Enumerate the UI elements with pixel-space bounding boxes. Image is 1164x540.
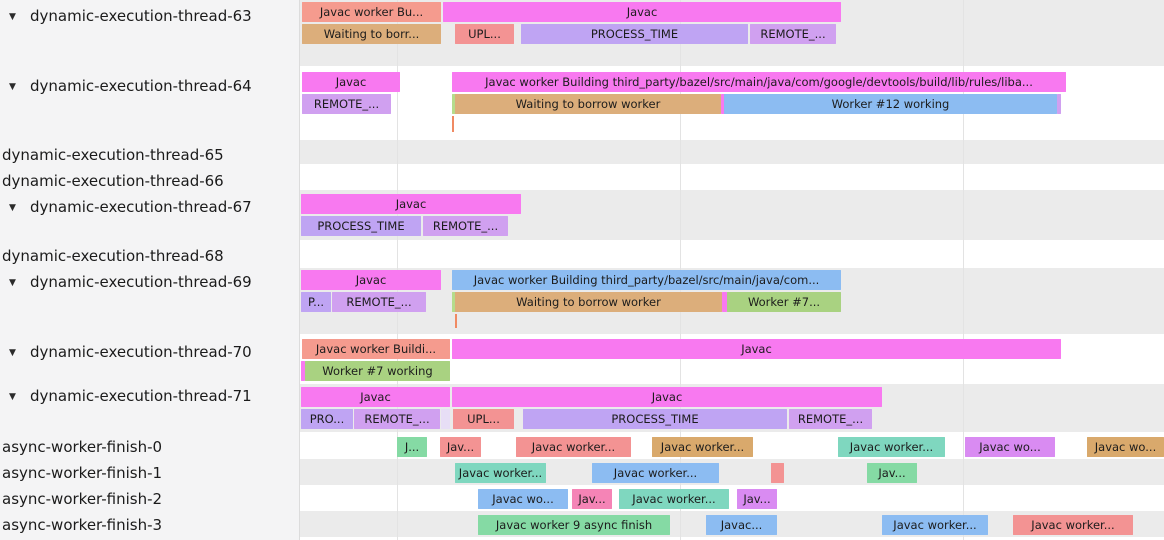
thread-name-label: async-worker-finish-2: [2, 490, 163, 508]
trace-tick-marker[interactable]: [452, 116, 454, 132]
trace-slice[interactable]: PROCESS_TIME: [301, 216, 421, 236]
trace-slice[interactable]: Worker #7 working: [305, 361, 450, 381]
trace-slice[interactable]: Jav...: [867, 463, 917, 483]
trace-slice[interactable]: J...: [397, 437, 427, 457]
trace-slice[interactable]: Javac worker...: [516, 437, 631, 457]
trace-slice[interactable]: Javac wo...: [965, 437, 1055, 457]
sidebar-item-dynamic-execution-thread-69[interactable]: ▼ dynamic-execution-thread-69: [0, 272, 300, 292]
sidebar-item-dynamic-execution-thread-67[interactable]: ▼ dynamic-execution-thread-67: [0, 197, 300, 217]
trace-slice[interactable]: Javac worker...: [592, 463, 719, 483]
trace-slice[interactable]: Javac worker...: [1013, 515, 1133, 535]
trace-slice[interactable]: Javac worker Building third_party/bazel/…: [452, 72, 1066, 92]
trace-slice[interactable]: [1057, 94, 1061, 114]
sidebar-item-dynamic-execution-thread-70[interactable]: ▼ dynamic-execution-thread-70: [0, 342, 300, 362]
trace-slice[interactable]: Javac: [452, 387, 882, 407]
trace-slice[interactable]: Javac: [443, 2, 841, 22]
sidebar-item-dynamic-execution-thread-68[interactable]: dynamic-execution-thread-68: [0, 246, 300, 266]
thread-name-label: dynamic-execution-thread-64: [30, 77, 252, 95]
thread-name-label: dynamic-execution-thread-63: [30, 7, 252, 25]
thread-name-label: dynamic-execution-thread-65: [2, 146, 224, 164]
trace-slice[interactable]: [722, 292, 727, 312]
trace-slice[interactable]: UPL...: [453, 409, 514, 429]
trace-slice[interactable]: Waiting to borrow worker: [455, 94, 721, 114]
thread-name-label: dynamic-execution-thread-68: [2, 247, 224, 265]
trace-slice[interactable]: Javac: [301, 194, 521, 214]
trace-slice[interactable]: Worker #7...: [727, 292, 841, 312]
sidebar-item-async-worker-finish-3[interactable]: async-worker-finish-3: [0, 515, 300, 535]
trace-slice[interactable]: Javac...: [706, 515, 777, 535]
trace-slice[interactable]: Jav...: [737, 489, 777, 509]
sidebar-item-async-worker-finish-0[interactable]: async-worker-finish-0: [0, 437, 300, 457]
trace-slice[interactable]: [452, 94, 456, 114]
track-stripe: [300, 459, 1164, 485]
thread-list: ▼ dynamic-execution-thread-63 ▼ dynamic-exe…: [0, 0, 300, 540]
trace-slice[interactable]: Javac: [452, 339, 1061, 359]
trace-slice[interactable]: Javac worker Buildi...: [302, 339, 450, 359]
trace-tick-marker[interactable]: [455, 314, 457, 328]
thread-name-label: dynamic-execution-thread-66: [2, 172, 224, 190]
sidebar-item-async-worker-finish-1[interactable]: async-worker-finish-1: [0, 463, 300, 483]
trace-slice[interactable]: Javac worker...: [455, 463, 546, 483]
timeline-canvas[interactable]: Javac worker Bu... Javac Waiting to borr..…: [300, 0, 1164, 540]
trace-slice[interactable]: Jav...: [440, 437, 481, 457]
trace-slice[interactable]: [452, 292, 456, 312]
time-gridline: [963, 0, 964, 540]
sidebar-item-async-worker-finish-2[interactable]: async-worker-finish-2: [0, 489, 300, 509]
trace-slice[interactable]: Javac wo...: [1087, 437, 1164, 457]
trace-slice[interactable]: Javac: [301, 270, 441, 290]
expand-triangle-icon[interactable]: ▼: [9, 392, 16, 402]
trace-slice[interactable]: P...: [301, 292, 331, 312]
trace-slice[interactable]: Javac: [302, 72, 400, 92]
trace-slice[interactable]: Javac wo...: [478, 489, 568, 509]
trace-slice[interactable]: REMOTE_...: [302, 94, 391, 114]
sidebar-item-dynamic-execution-thread-65[interactable]: dynamic-execution-thread-65: [0, 145, 300, 165]
trace-slice[interactable]: Javac worker...: [882, 515, 988, 535]
expand-triangle-icon[interactable]: ▼: [9, 278, 16, 288]
thread-name-label: dynamic-execution-thread-69: [30, 273, 252, 291]
trace-slice[interactable]: [771, 463, 784, 483]
thread-name-label: async-worker-finish-1: [2, 464, 163, 482]
expand-triangle-icon[interactable]: ▼: [9, 82, 16, 92]
trace-slice[interactable]: [721, 94, 725, 114]
trace-slice[interactable]: REMOTE_...: [750, 24, 836, 44]
trace-slice[interactable]: Jav...: [572, 489, 612, 509]
expand-triangle-icon[interactable]: ▼: [9, 348, 16, 358]
sidebar-item-dynamic-execution-thread-66[interactable]: dynamic-execution-thread-66: [0, 171, 300, 191]
trace-slice[interactable]: Javac worker Building third_party/bazel/…: [452, 270, 841, 290]
track-stripe: [300, 140, 1164, 164]
trace-slice[interactable]: Worker #12 working: [724, 94, 1057, 114]
thread-name-label: dynamic-execution-thread-70: [30, 343, 252, 361]
trace-slice[interactable]: PRO...: [301, 409, 353, 429]
trace-slice[interactable]: [441, 409, 450, 429]
thread-name-label: dynamic-execution-thread-71: [30, 387, 252, 405]
trace-slice[interactable]: PROCESS_TIME: [523, 409, 787, 429]
trace-slice[interactable]: Javac worker Bu...: [302, 2, 441, 22]
sidebar-item-dynamic-execution-thread-64[interactable]: ▼ dynamic-execution-thread-64: [0, 76, 300, 96]
trace-slice[interactable]: Waiting to borr...: [302, 24, 441, 44]
sidebar-item-dynamic-execution-thread-63[interactable]: ▼ dynamic-execution-thread-63: [0, 6, 300, 26]
trace-slice[interactable]: Javac worker 9 async finish: [478, 515, 670, 535]
trace-slice[interactable]: Waiting to borrow worker: [455, 292, 722, 312]
trace-slice[interactable]: REMOTE_...: [789, 409, 872, 429]
trace-slice[interactable]: UPL...: [455, 24, 514, 44]
trace-slice[interactable]: Javac worker...: [619, 489, 729, 509]
trace-slice[interactable]: PROCESS_TIME: [521, 24, 748, 44]
trace-slice[interactable]: REMOTE_...: [423, 216, 508, 236]
trace-slice[interactable]: Javac worker...: [652, 437, 753, 457]
thread-name-label: dynamic-execution-thread-67: [30, 198, 252, 216]
expand-triangle-icon[interactable]: ▼: [9, 203, 16, 213]
trace-slice[interactable]: REMOTE_...: [354, 409, 440, 429]
trace-slice[interactable]: [301, 361, 305, 381]
sidebar-item-dynamic-execution-thread-71[interactable]: ▼ dynamic-execution-thread-71: [0, 386, 300, 406]
trace-slice[interactable]: Javac: [301, 387, 450, 407]
thread-name-label: async-worker-finish-0: [2, 438, 163, 456]
trace-slice[interactable]: Javac worker...: [838, 437, 945, 457]
thread-name-label: async-worker-finish-3: [2, 516, 163, 534]
trace-slice[interactable]: REMOTE_...: [332, 292, 426, 312]
expand-triangle-icon[interactable]: ▼: [9, 12, 16, 22]
